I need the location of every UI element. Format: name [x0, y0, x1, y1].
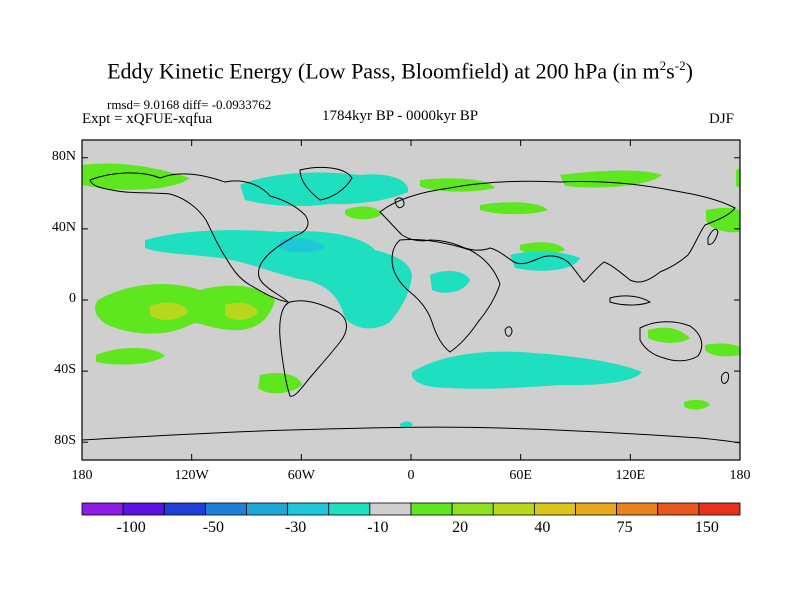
- colorbar-swatch: [492, 502, 535, 516]
- colorbar-swatch: [369, 502, 412, 516]
- colorbar-swatch: [698, 502, 741, 516]
- colorbar-swatch: [328, 502, 371, 516]
- region-australia: [648, 327, 690, 343]
- region-npac-north: [82, 163, 190, 190]
- coast-antarctica: [81, 426, 741, 444]
- region-s-ocean-small: [400, 421, 413, 428]
- x-tick-label: 60W: [287, 468, 315, 483]
- coast-eurasia: [379, 180, 736, 283]
- colorbar-swatch: [204, 502, 247, 516]
- colorbar-label: 40: [534, 519, 551, 536]
- region-far-east: [736, 168, 740, 188]
- coast-south-america: [279, 300, 347, 397]
- colorbar-label: -100: [116, 519, 146, 536]
- colorbar: [81, 502, 741, 516]
- season-label: DJF: [709, 111, 735, 127]
- coast-madagascar: [504, 326, 513, 337]
- coast-north-america: [89, 172, 309, 303]
- region-n-atlantic: [145, 230, 412, 329]
- colorbar-label: 75: [616, 519, 633, 536]
- negative-anomaly-regions: [145, 172, 642, 428]
- axis-ticks: [81, 140, 741, 460]
- colorbar-swatch: [122, 502, 165, 516]
- region-south-pac: [96, 347, 165, 365]
- colorbar-label: 20: [452, 519, 469, 536]
- colorbar-label: 150: [694, 519, 719, 536]
- strong-positive-regions: [150, 302, 258, 320]
- coast-australia: [639, 321, 703, 362]
- x-tick-label: 60E: [509, 468, 532, 483]
- period-label: 1784kyr BP - 0000kyr BP: [322, 108, 479, 124]
- coast-new-zealand: [721, 371, 729, 384]
- y-tick-label: 40S: [54, 362, 76, 378]
- x-tick-label: 0: [407, 468, 415, 483]
- region-nw-pac: [420, 178, 495, 192]
- x-tick-label: 180: [71, 468, 93, 483]
- map-title: Eddy Kinetic Energy (Low Pass, Bloomfiel…: [107, 58, 693, 84]
- x-tick-label: 180: [729, 468, 751, 483]
- region-africa: [430, 270, 470, 293]
- colorbar-swatch: [451, 502, 494, 516]
- region-n-america: [240, 172, 409, 207]
- y-tick-label: 80N: [51, 148, 76, 164]
- coast-greenland: [299, 166, 353, 201]
- region-s-ocean: [684, 399, 710, 410]
- colorbar-swatch: [287, 502, 330, 516]
- region-japan: [706, 207, 740, 233]
- region-arabia: [510, 251, 580, 271]
- region-s-america: [258, 373, 302, 394]
- core-atlantic: [280, 238, 325, 253]
- x-tick-label: 120W: [174, 468, 209, 483]
- colorbar-swatch: [616, 502, 659, 516]
- y-tick-label: 80S: [54, 433, 76, 449]
- colorbar-swatch: [246, 502, 289, 516]
- colorbar-swatch: [533, 502, 576, 516]
- coast-japan: [707, 228, 719, 245]
- core-epac-east: [225, 302, 258, 320]
- region-s-atlantic-indian: [411, 351, 642, 389]
- stats-label: rmsd= 9.0168 diff= -0.0933762: [107, 97, 272, 112]
- coastlines: [81, 166, 741, 444]
- coast-africa: [391, 239, 501, 353]
- y-tick-label: 40N: [51, 219, 76, 235]
- region-ind-n: [520, 242, 565, 255]
- colorbar-swatch: [575, 502, 618, 516]
- region-s-pac-east: [705, 343, 740, 357]
- x-tick-label: 120E: [615, 468, 646, 483]
- colorbar-label: -30: [284, 519, 307, 536]
- colorbar-swatch: [410, 502, 453, 516]
- stronger-negative-regions: [280, 238, 325, 253]
- region-eurasia-n: [480, 202, 548, 215]
- region-atlantic-n: [345, 206, 382, 220]
- y-tick-label: 0: [69, 291, 76, 306]
- colorbar-swatch: [163, 502, 206, 516]
- colorbar-label: -10: [367, 519, 389, 536]
- core-epac-west: [150, 302, 188, 320]
- colorbar-label: -50: [202, 519, 225, 536]
- experiment-label: Expt = xQFUE-xqfua: [82, 111, 213, 127]
- region-npac-east: [560, 170, 662, 188]
- colorbar-swatch: [81, 502, 124, 516]
- colorbar-swatch: [657, 502, 700, 516]
- coast-indonesia: [609, 295, 652, 306]
- coast-uk: [394, 197, 405, 209]
